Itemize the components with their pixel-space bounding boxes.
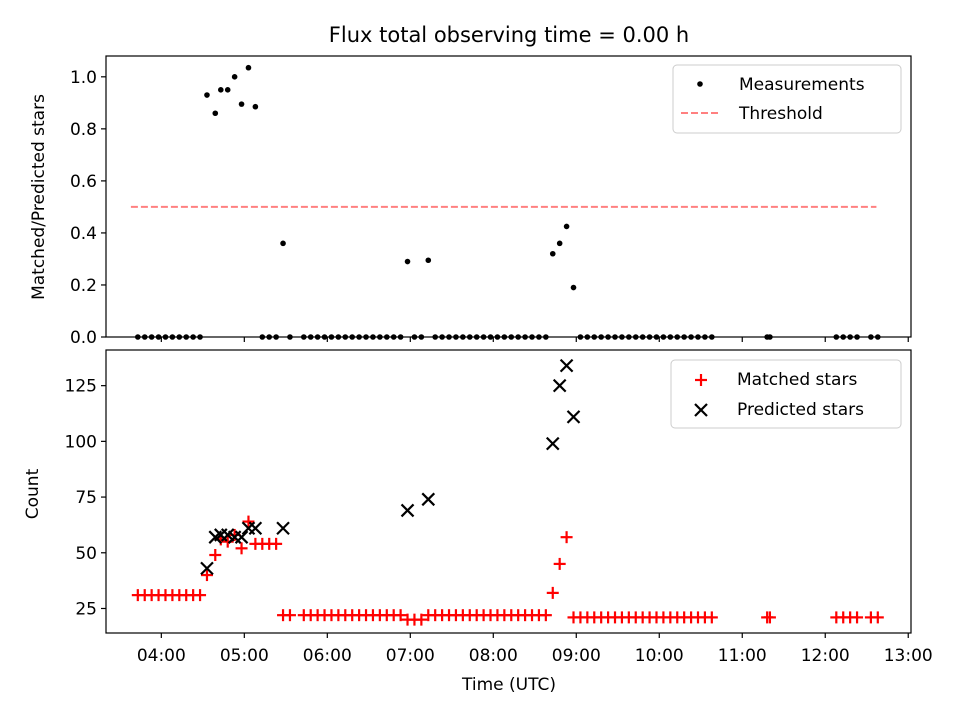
y-tick-label: 100 bbox=[65, 432, 97, 452]
measurement-point bbox=[212, 110, 219, 117]
legend-threshold-label: Threshold bbox=[738, 104, 823, 124]
predicted-point bbox=[234, 530, 249, 544]
matched-point bbox=[209, 549, 222, 562]
matched-point bbox=[539, 609, 552, 622]
predicted-point bbox=[248, 521, 263, 536]
legend-predicted-label: Predicted stars bbox=[737, 400, 864, 420]
measurement-point bbox=[204, 92, 210, 98]
y-tick-label: 50 bbox=[75, 544, 97, 564]
matched-point bbox=[553, 557, 566, 570]
bottom-legend-box bbox=[670, 359, 902, 429]
legend-matched-marker bbox=[695, 374, 707, 386]
top-plot-frame bbox=[105, 55, 912, 338]
x-tick-label: 05:00 bbox=[220, 646, 269, 666]
figure-title: Flux total observing time = 0.00 h bbox=[329, 23, 689, 47]
y-tick-label: 0.4 bbox=[70, 224, 97, 244]
matched-point bbox=[871, 611, 884, 624]
measurement-point bbox=[238, 101, 245, 107]
y-tick-label: 0.8 bbox=[70, 120, 97, 140]
measurement-point bbox=[231, 74, 238, 80]
measurement-point bbox=[549, 250, 556, 257]
x-tick-label: 09:00 bbox=[552, 646, 601, 666]
top-panel: 0.0 0.2 0.4 0.6 0.8 1.0 Matched/Predicted sta… bbox=[29, 55, 912, 348]
legend-measurements-label: Measurements bbox=[739, 75, 865, 95]
predicted-point bbox=[566, 410, 581, 424]
x-tick-label: 13:00 bbox=[884, 646, 933, 666]
x-tick-label: 08:00 bbox=[469, 646, 518, 666]
series-predicted-stars bbox=[200, 358, 581, 576]
matched-point bbox=[270, 537, 283, 550]
matched-point bbox=[242, 515, 255, 528]
x-tick-label: 10:00 bbox=[635, 646, 684, 666]
matched-point bbox=[283, 609, 296, 622]
matched-point bbox=[200, 569, 213, 582]
predicted-point bbox=[421, 492, 436, 507]
x-tick-label: 06:00 bbox=[303, 646, 352, 666]
bottom-axes: 25 50 75 100 125 04:00 05:00 06:00 07:00 08:00 09:… bbox=[65, 377, 933, 666]
y-tick-label: 1.0 bbox=[70, 68, 97, 88]
predicted-point bbox=[400, 503, 415, 518]
matched-point bbox=[560, 531, 573, 544]
matched-point bbox=[851, 611, 864, 624]
top-axes: 0.0 0.2 0.4 0.6 0.8 1.0 bbox=[70, 68, 909, 348]
bottom-plot-marks bbox=[131, 358, 884, 626]
matched-point bbox=[415, 613, 428, 626]
measurement-point bbox=[252, 103, 259, 110]
bottom-legend: Matched stars Predicted stars bbox=[670, 359, 902, 429]
predicted-point bbox=[559, 358, 574, 373]
measurement-point bbox=[563, 223, 570, 230]
matched-point bbox=[194, 589, 207, 602]
y-tick-label: 0.0 bbox=[70, 328, 97, 348]
measurement-point bbox=[570, 284, 577, 291]
top-legend-box bbox=[672, 64, 902, 134]
legend-measurements-marker bbox=[697, 81, 703, 87]
y-tick-label: 125 bbox=[65, 377, 97, 397]
measurement-point bbox=[280, 240, 286, 247]
y-tick-label: 0.2 bbox=[70, 276, 97, 296]
y-tick-label: 75 bbox=[75, 488, 97, 508]
matched-point bbox=[546, 586, 559, 599]
x-tick-label: 07:00 bbox=[386, 646, 435, 666]
measurement-point bbox=[404, 258, 411, 265]
matched-point bbox=[235, 542, 248, 555]
predicted-point bbox=[552, 378, 567, 393]
x-tick-label: 11:00 bbox=[718, 646, 767, 666]
x-tick-label: 12:00 bbox=[801, 646, 850, 666]
y-tick-label: 0.6 bbox=[70, 172, 97, 192]
legend-predicted-marker bbox=[694, 403, 708, 417]
matched-point bbox=[394, 609, 407, 622]
measurement-point bbox=[556, 240, 563, 247]
measurement-point bbox=[425, 257, 432, 264]
legend-matched-label: Matched stars bbox=[737, 370, 857, 390]
predicted-point bbox=[276, 521, 290, 536]
measurement-point bbox=[218, 87, 224, 93]
top-legend: Measurements Threshold bbox=[672, 64, 902, 134]
x-tick-label: 04:00 bbox=[137, 646, 186, 666]
measurement-point bbox=[224, 87, 231, 93]
matched-point bbox=[763, 611, 776, 624]
y-tick-label: 25 bbox=[75, 599, 97, 619]
predicted-point bbox=[200, 561, 214, 576]
bottom-y-axis-label: Count bbox=[23, 468, 43, 519]
matched-point bbox=[705, 611, 718, 624]
measurement-point bbox=[245, 64, 252, 71]
predicted-point bbox=[545, 436, 560, 451]
bottom-panel: 25 50 75 100 125 04:00 05:00 06:00 07:00 08:00 09:… bbox=[23, 349, 933, 695]
bottom-x-axis-label: Time (UTC) bbox=[461, 675, 556, 695]
top-y-axis-label: Matched/Predicted stars bbox=[29, 94, 49, 300]
bottom-plot-frame bbox=[105, 349, 912, 634]
